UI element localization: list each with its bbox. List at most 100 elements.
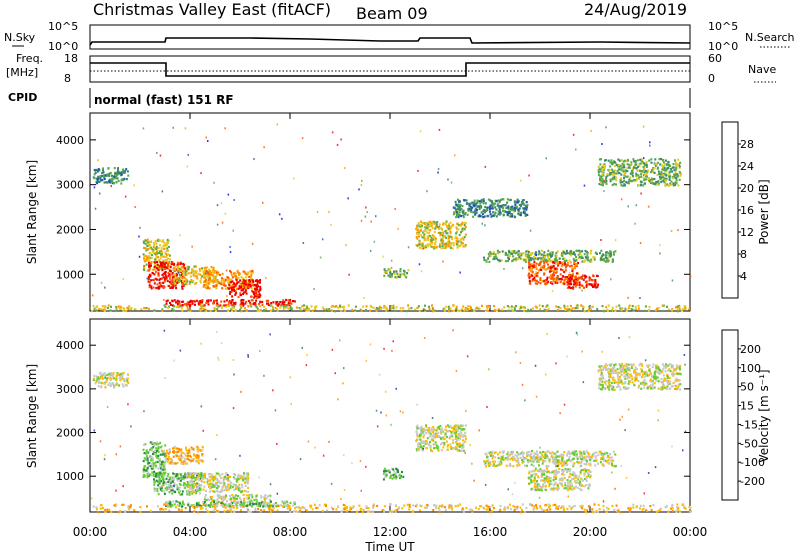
nave-tick-top: 60 bbox=[708, 52, 722, 65]
power-cell bbox=[229, 293, 231, 295]
power-cell bbox=[186, 304, 188, 306]
power-cell bbox=[283, 303, 285, 305]
power-cell bbox=[528, 175, 530, 177]
power-cell bbox=[443, 246, 445, 248]
power-cell bbox=[250, 274, 252, 276]
velocity-cell bbox=[425, 440, 427, 442]
velocity-cell bbox=[223, 482, 225, 484]
power-cell bbox=[208, 282, 210, 284]
velocity-cell bbox=[93, 378, 95, 380]
power-cell bbox=[100, 308, 102, 310]
power-cell bbox=[232, 286, 234, 288]
power-cell bbox=[590, 250, 592, 252]
power-cell bbox=[525, 255, 527, 257]
power-cell bbox=[153, 244, 155, 246]
power-cell bbox=[343, 306, 345, 308]
power-cell bbox=[259, 293, 261, 295]
velocity-cell bbox=[155, 461, 157, 463]
power-cell bbox=[649, 141, 651, 143]
power-cell bbox=[669, 170, 671, 172]
power-cell bbox=[517, 254, 519, 256]
power-cell bbox=[143, 269, 145, 271]
power-cell bbox=[657, 174, 659, 176]
power-cell bbox=[113, 175, 115, 177]
power-cell bbox=[464, 224, 466, 226]
power-cell bbox=[165, 256, 167, 258]
power-cell bbox=[544, 256, 546, 258]
power-cell bbox=[272, 309, 274, 311]
power-cell bbox=[584, 275, 586, 277]
power-cell bbox=[522, 306, 524, 308]
power-cell bbox=[149, 262, 151, 264]
power-cell bbox=[260, 309, 262, 311]
velocity-cell bbox=[204, 473, 206, 475]
velocity-cell bbox=[179, 483, 181, 485]
power-cell bbox=[679, 165, 681, 167]
power-cell bbox=[540, 269, 542, 271]
power-cell bbox=[266, 303, 268, 305]
velocity-cell bbox=[446, 441, 448, 443]
power-cell bbox=[669, 184, 671, 186]
velocity-cell bbox=[273, 503, 275, 505]
power-cell bbox=[625, 176, 627, 178]
power-cell bbox=[154, 266, 156, 268]
velocity-cell bbox=[200, 472, 202, 474]
velocity-cell bbox=[395, 472, 397, 474]
power-cell bbox=[225, 288, 227, 290]
power-cell bbox=[334, 310, 336, 312]
velocity-cell bbox=[167, 473, 169, 475]
power-cell bbox=[211, 266, 213, 268]
velocity-cell bbox=[185, 449, 187, 451]
power-cell bbox=[466, 199, 468, 201]
velocity-cell bbox=[236, 479, 238, 481]
velocity-cell bbox=[185, 455, 187, 457]
velocity-cell bbox=[566, 463, 568, 465]
power-cell bbox=[437, 172, 439, 174]
power-cell bbox=[247, 271, 249, 273]
velocity-cell bbox=[220, 490, 222, 492]
power-cell bbox=[618, 172, 620, 174]
power-cell bbox=[527, 309, 529, 311]
power-cell bbox=[143, 266, 145, 268]
power-cell bbox=[232, 276, 234, 278]
power-cell bbox=[164, 248, 166, 250]
power-cell bbox=[650, 158, 652, 160]
velocity-cell bbox=[189, 494, 191, 496]
velocity-cell bbox=[198, 479, 200, 481]
velocity-cell bbox=[399, 474, 401, 476]
power-cell bbox=[588, 309, 590, 311]
power-cell bbox=[620, 181, 622, 183]
power-cell bbox=[459, 211, 461, 213]
power-cell bbox=[161, 256, 163, 258]
velocity-cell bbox=[462, 425, 464, 427]
velocity-cell bbox=[186, 491, 188, 493]
power-cell bbox=[455, 210, 457, 212]
power-cell bbox=[157, 274, 159, 276]
power-cell bbox=[547, 250, 549, 252]
velocity-cell bbox=[108, 373, 110, 375]
power-cell bbox=[221, 305, 223, 307]
power-cell bbox=[560, 278, 562, 280]
power-cell bbox=[181, 277, 183, 279]
velocity-cell bbox=[185, 447, 187, 449]
velocity-cell bbox=[235, 494, 237, 496]
velocity-cell bbox=[202, 446, 204, 448]
power-cell bbox=[430, 239, 432, 241]
power-cell bbox=[237, 271, 239, 273]
power-cell bbox=[168, 273, 170, 275]
power-cell bbox=[222, 280, 224, 282]
power-cell bbox=[175, 287, 177, 289]
power-cell bbox=[628, 179, 630, 181]
power-cell bbox=[194, 271, 196, 273]
power-cell bbox=[514, 207, 516, 209]
velocity-cell bbox=[255, 503, 257, 505]
power-cell bbox=[348, 304, 350, 306]
power-cell bbox=[299, 307, 301, 309]
power-cell bbox=[447, 241, 449, 243]
power-cell bbox=[189, 304, 191, 306]
power-cell bbox=[456, 306, 458, 308]
power-cell bbox=[98, 308, 100, 310]
power-cell bbox=[355, 306, 357, 308]
power-cell bbox=[126, 178, 128, 180]
power-cell bbox=[488, 199, 490, 201]
